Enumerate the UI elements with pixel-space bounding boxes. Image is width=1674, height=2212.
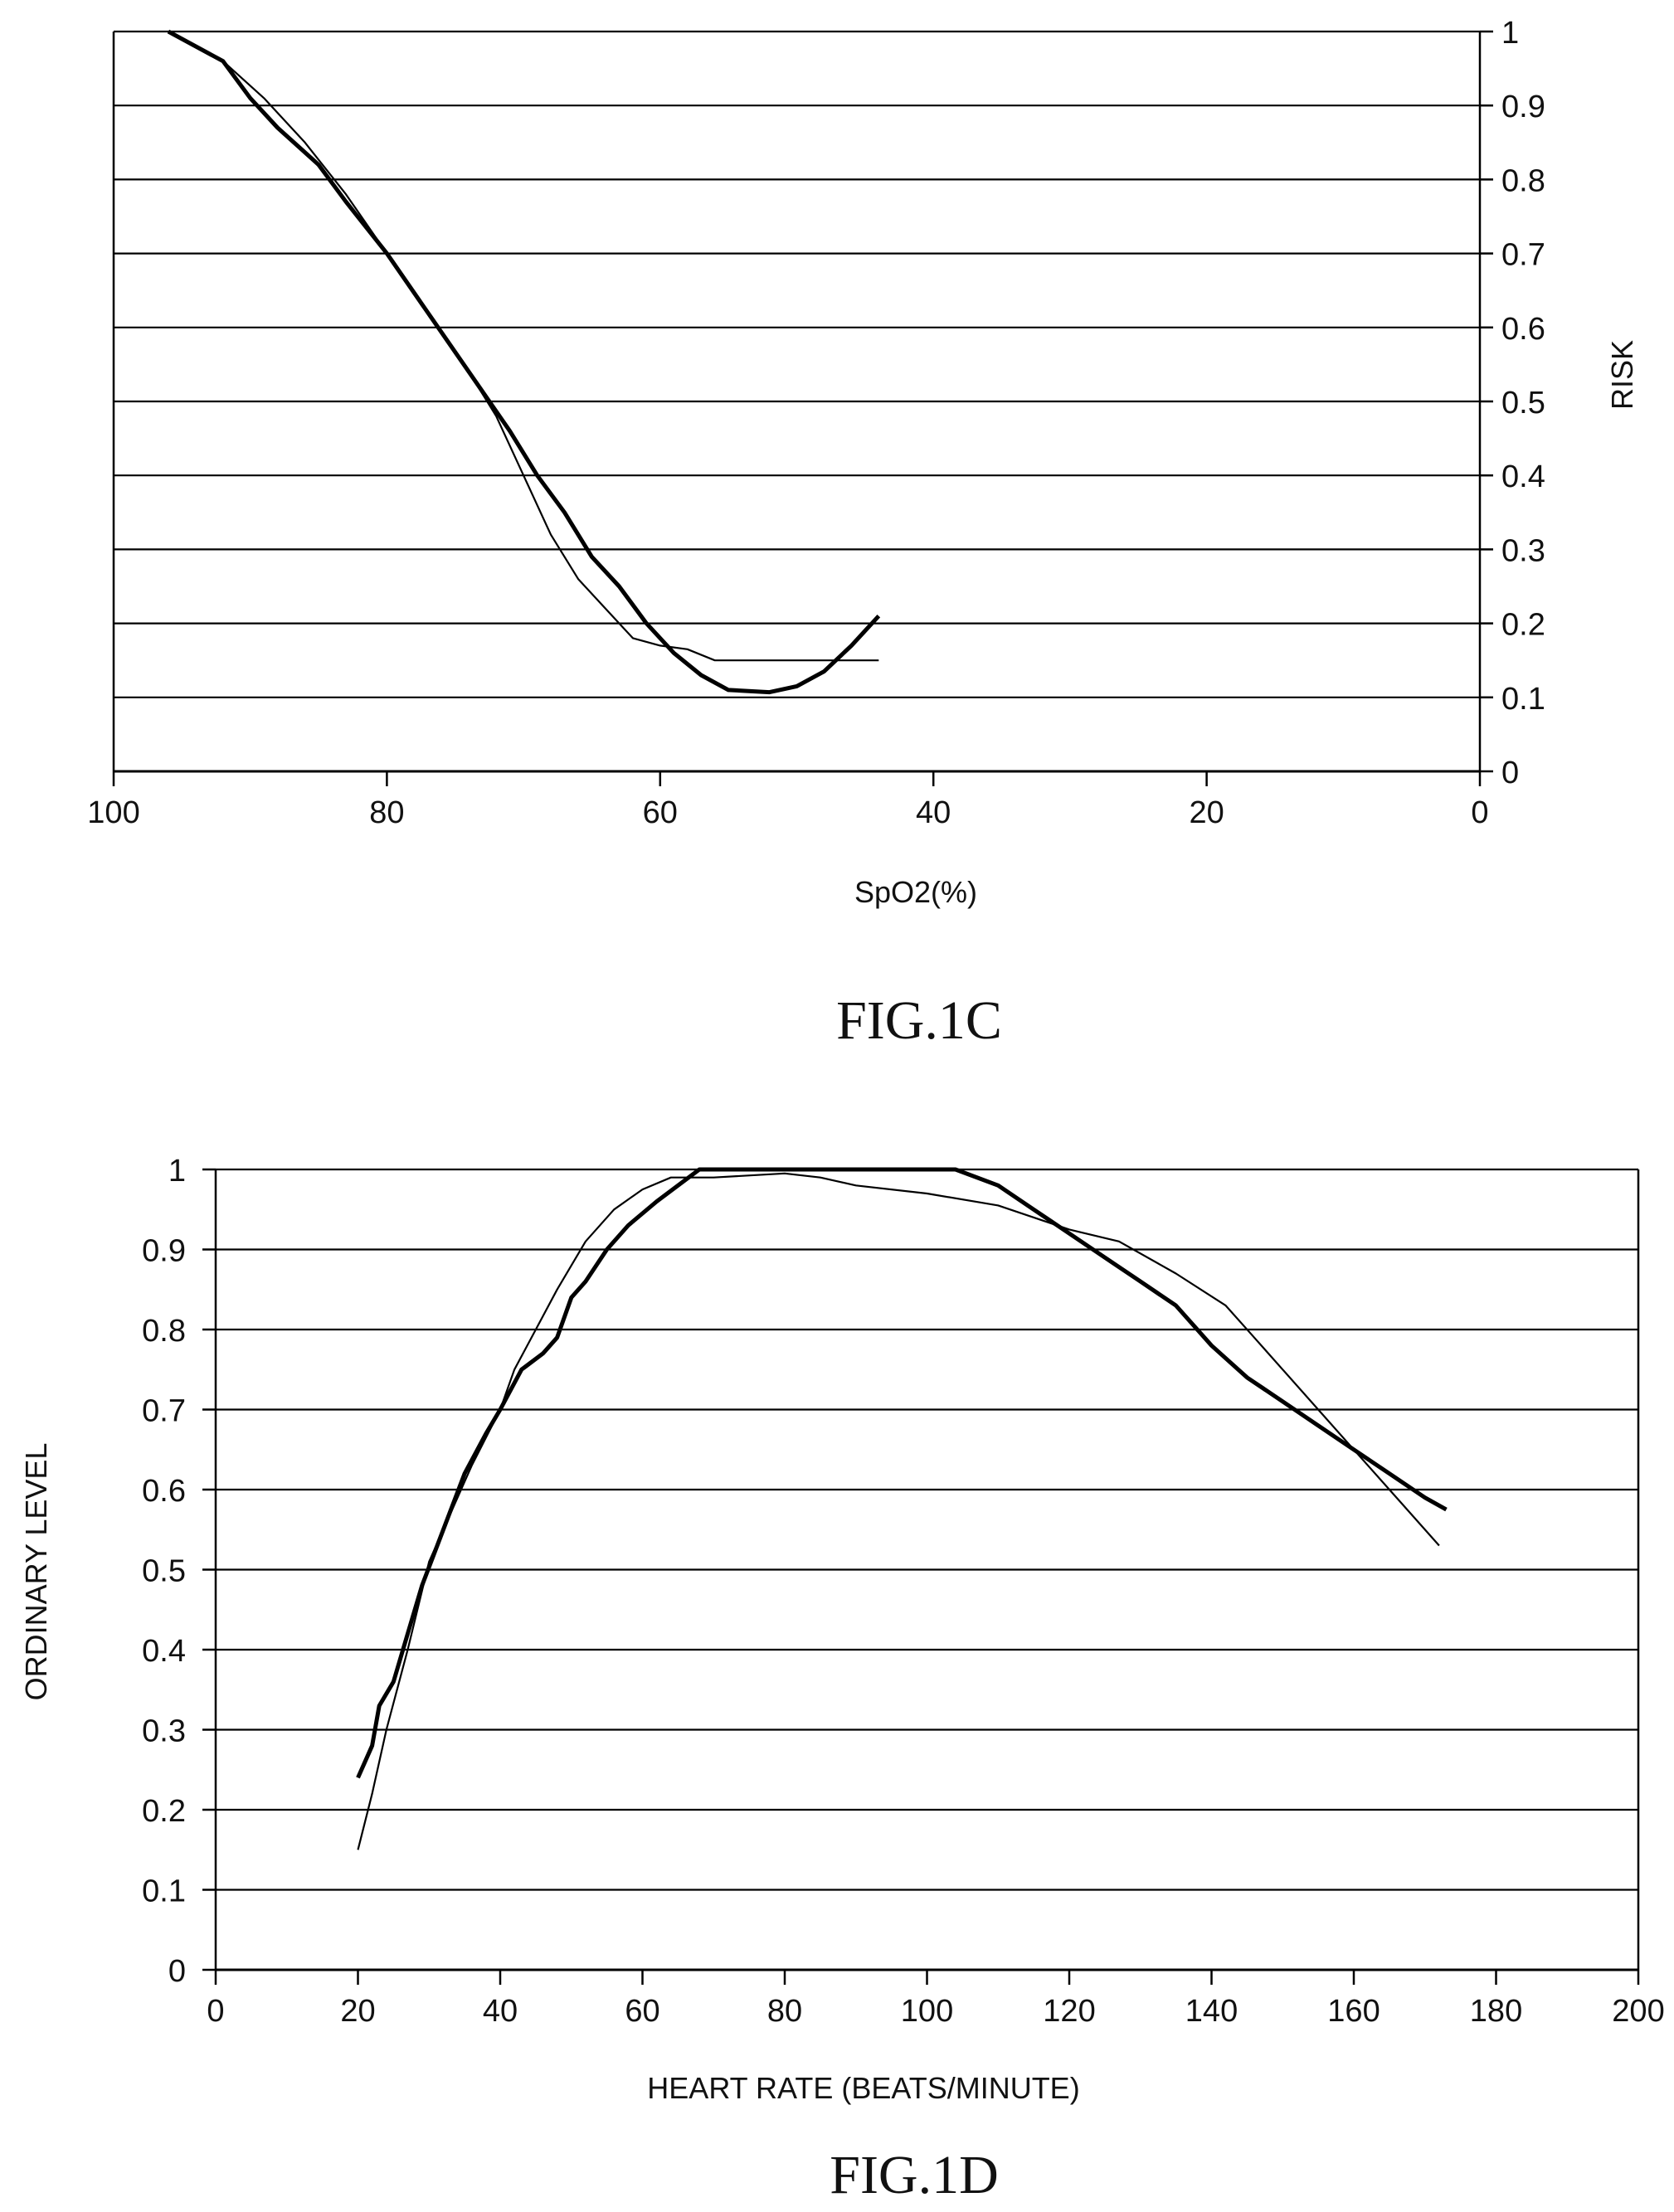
x-tick-label: 20: [340, 1994, 375, 2029]
y-tick-label: 0: [168, 1954, 186, 1989]
figure-label-1c: FIG.1C: [836, 990, 1002, 1051]
x-tick-label: 200: [1612, 1994, 1664, 2029]
y-tick-label: 0.2: [142, 1794, 186, 1829]
series-line-thick: [168, 32, 878, 693]
y-tick-label: 0.5: [142, 1554, 186, 1589]
x-tick-label: 0: [1471, 795, 1488, 830]
y-tick-label: 0.9: [142, 1234, 186, 1269]
x-tick-label: 0: [207, 1994, 224, 2029]
y-tick-label: 0.6: [1501, 312, 1545, 347]
x-tick-label: 80: [369, 795, 404, 830]
x-tick-label: 20: [1189, 795, 1224, 830]
series-line-thin: [358, 1174, 1439, 1850]
y-tick-label: 0.2: [1501, 608, 1545, 643]
x-tick-label: 100: [901, 1994, 953, 2029]
y-tick-label: 0.3: [1501, 533, 1545, 568]
y-tick-label: 0: [1501, 756, 1519, 790]
x-tick-label: 160: [1327, 1994, 1380, 2029]
x-tick-label: 120: [1043, 1994, 1095, 2029]
x-tick-label: 100: [87, 795, 139, 830]
chart-fig-1c: 0 0.1 0.2 0.3 0.4 0.5 0.6 0.7 0.8 0.9 1 100 80 60 40 20…: [87, 16, 1545, 830]
series-line-thick: [358, 1169, 1447, 1777]
figures-canvas: 00.10.20.30.40.50.60.70.80.9110080604020…: [0, 0, 1674, 2212]
y-tick-label: 0.1: [142, 1874, 186, 1909]
y-tick-label: 0.4: [1501, 459, 1545, 494]
x-axis-label-spo2: SpO2(%): [854, 875, 977, 909]
y-tick-label: 0.6: [142, 1474, 186, 1509]
y-axis-label-ordinary-level: ORDINARY LEVEL: [19, 1443, 53, 1701]
x-axis-label-heart-rate: HEART RATE (BEATS/MINUTE): [647, 2071, 1079, 2105]
y-tick-label: 0.4: [142, 1634, 186, 1669]
y-tick-label: 0.9: [1501, 90, 1545, 124]
y-tick-label: 0.7: [1501, 238, 1545, 273]
chart-fig-1d: 0 0.1 0.2 0.3 0.4 0.5 0.6 0.7 0.8 0.9 1 0 20 40 60 80 10…: [142, 1154, 1665, 2029]
y-tick-label: 0.7: [142, 1394, 186, 1429]
y-tick-label: 0.1: [1501, 682, 1545, 717]
y-tick-label: 1: [1501, 16, 1519, 51]
figure-label-1d: FIG.1D: [830, 2145, 999, 2205]
y-tick-label: 0.8: [142, 1314, 186, 1349]
y-tick-label: 1: [168, 1154, 186, 1189]
x-tick-label: 40: [916, 795, 951, 830]
y-tick-label: 0.3: [142, 1714, 186, 1749]
x-tick-label: 140: [1185, 1994, 1238, 2029]
x-tick-label: 40: [483, 1994, 518, 2029]
y-tick-label: 0.8: [1501, 163, 1545, 198]
patent-figure-page: 00.10.20.30.40.50.60.70.80.9110080604020…: [0, 0, 1674, 2212]
y-axis-label-risk: RISK: [1605, 340, 1639, 410]
x-tick-label: 60: [625, 1994, 659, 2029]
y-tick-label: 0.5: [1501, 386, 1545, 421]
x-tick-label: 180: [1470, 1994, 1522, 2029]
x-tick-label: 80: [767, 1994, 802, 2029]
x-tick-label: 60: [643, 795, 678, 830]
